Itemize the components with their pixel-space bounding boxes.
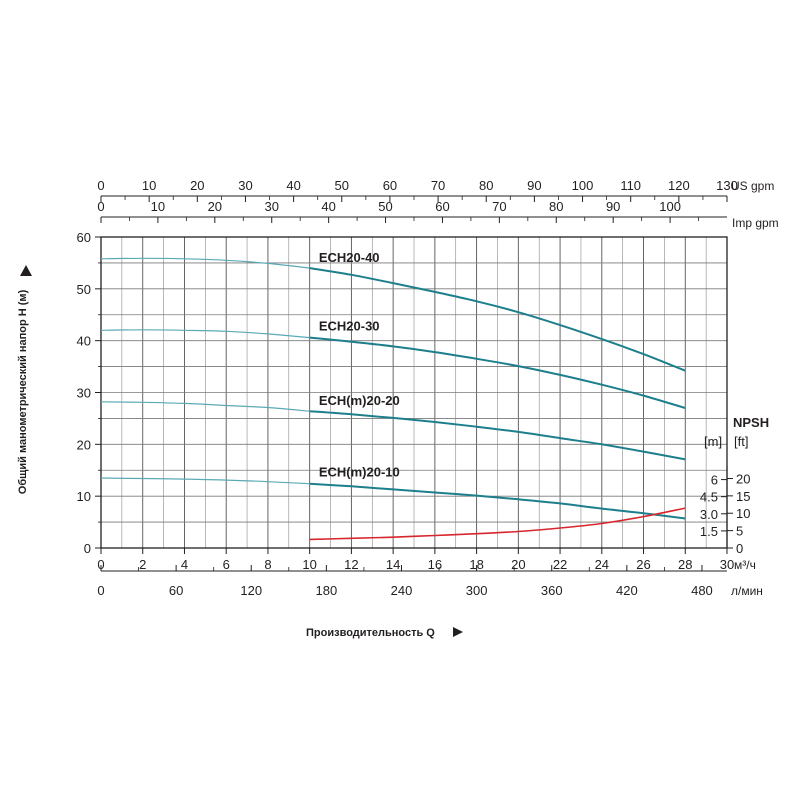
series-label-1: ECH20-30 bbox=[319, 319, 380, 334]
series-label-2: ECH(m)20-20 bbox=[319, 393, 400, 408]
x-tick-label-18: 18 bbox=[469, 557, 483, 572]
npsh-ft-tick-label-10: 10 bbox=[736, 506, 750, 521]
secondary-unit-label-2: л/мин bbox=[731, 584, 763, 598]
y-tick-label-50: 50 bbox=[77, 282, 91, 297]
npsh-title: NPSH bbox=[733, 415, 769, 430]
series-lines bbox=[100, 257, 686, 541]
x-tick-label-26: 26 bbox=[636, 557, 650, 572]
secondary-tick-label-2-240: 240 bbox=[391, 583, 413, 598]
x-tick-label-4: 4 bbox=[181, 557, 188, 572]
series-label-3: ECH(m)20-10 bbox=[319, 465, 400, 480]
y-tick-label-10: 10 bbox=[77, 489, 91, 504]
axes bbox=[95, 195, 733, 572]
secondary-tick-label-0-40: 40 bbox=[286, 178, 300, 193]
secondary-tick-label-0-0: 0 bbox=[97, 178, 104, 193]
secondary-tick-label-0-90: 90 bbox=[527, 178, 541, 193]
x-axis-arrow-icon bbox=[453, 627, 463, 637]
secondary-tick-label-1-100: 100 bbox=[659, 199, 681, 214]
secondary-tick-label-2-180: 180 bbox=[316, 583, 338, 598]
series-line-2 bbox=[309, 410, 686, 461]
series-line-2-low-flow bbox=[100, 401, 310, 412]
secondary-tick-label-0-70: 70 bbox=[431, 178, 445, 193]
series-line-0 bbox=[309, 267, 686, 372]
secondary-tick-label-1-90: 90 bbox=[606, 199, 620, 214]
secondary-tick-label-1-40: 40 bbox=[321, 199, 335, 214]
x-tick-label-8: 8 bbox=[264, 557, 271, 572]
y-tick-label-40: 40 bbox=[77, 334, 91, 349]
secondary-tick-label-0-130: 130 bbox=[716, 178, 738, 193]
x-tick-label-22: 22 bbox=[553, 557, 567, 572]
x-axis-title: Производительность Q bbox=[306, 627, 435, 639]
x-tick-label-12: 12 bbox=[344, 557, 358, 572]
secondary-tick-label-2-0: 0 bbox=[97, 583, 104, 598]
y-tick-label-20: 20 bbox=[77, 437, 91, 452]
x-tick-label-30: 30 bbox=[720, 557, 734, 572]
npsh-m-label: [m] bbox=[704, 434, 722, 449]
secondary-unit-label-1: Imp gpm bbox=[732, 216, 779, 230]
secondary-tick-label-0-110: 110 bbox=[620, 178, 641, 193]
secondary-tick-label-1-50: 50 bbox=[378, 199, 392, 214]
series-label-0: ECH20-40 bbox=[319, 250, 380, 265]
secondary-tick-label-1-80: 80 bbox=[549, 199, 563, 214]
secondary-tick-label-2-420: 420 bbox=[616, 583, 638, 598]
series-line-0-low-flow bbox=[100, 257, 310, 269]
x-tick-label-28: 28 bbox=[678, 557, 692, 572]
secondary-tick-label-0-30: 30 bbox=[238, 178, 252, 193]
npsh-ft-tick-label-15: 15 bbox=[736, 489, 750, 504]
npsh-ft-label: [ft] bbox=[734, 434, 748, 449]
secondary-tick-label-2-480: 480 bbox=[691, 583, 713, 598]
x-tick-label-16: 16 bbox=[428, 557, 442, 572]
secondary-tick-label-1-10: 10 bbox=[151, 199, 165, 214]
secondary-tick-label-0-80: 80 bbox=[479, 178, 493, 193]
secondary-tick-label-2-60: 60 bbox=[169, 583, 183, 598]
secondary-tick-label-0-10: 10 bbox=[142, 178, 156, 193]
npsh-m-tick-label-6: 6 bbox=[711, 473, 718, 488]
x-tick-label-14: 14 bbox=[386, 557, 400, 572]
secondary-tick-label-1-30: 30 bbox=[264, 199, 278, 214]
secondary-tick-label-1-0: 0 bbox=[97, 199, 104, 214]
secondary-tick-label-1-60: 60 bbox=[435, 199, 449, 214]
secondary-unit-label-0: US gpm bbox=[731, 179, 774, 193]
x-tick-label-0: 0 bbox=[97, 557, 104, 572]
y-axis-arrow-icon bbox=[20, 265, 32, 276]
y-tick-label-30: 30 bbox=[77, 386, 91, 401]
npsh-ft-tick-label-20: 20 bbox=[736, 471, 750, 486]
x-tick-label-10: 10 bbox=[302, 557, 316, 572]
secondary-tick-label-0-60: 60 bbox=[383, 178, 397, 193]
secondary-tick-label-0-100: 100 bbox=[572, 178, 594, 193]
npsh-ft-tick-label-0: 0 bbox=[736, 541, 743, 556]
series-line-3-low-flow bbox=[100, 477, 310, 485]
x-unit-label: м³/ч bbox=[734, 558, 756, 572]
x-tick-label-24: 24 bbox=[595, 557, 609, 572]
npsh-m-tick-label-1.5: 1.5 bbox=[700, 524, 718, 539]
secondary-tick-label-2-360: 360 bbox=[541, 583, 563, 598]
secondary-tick-label-1-70: 70 bbox=[492, 199, 506, 214]
npsh-curve bbox=[309, 507, 686, 541]
npsh-m-tick-label-3.0: 3.0 bbox=[700, 507, 718, 522]
series-line-1-low-flow bbox=[100, 329, 310, 339]
y-tick-label-60: 60 bbox=[77, 230, 91, 245]
series-line-3 bbox=[309, 482, 686, 520]
npsh-ft-tick-label-5: 5 bbox=[736, 524, 743, 539]
secondary-tick-label-0-20: 20 bbox=[190, 178, 204, 193]
series-line-1 bbox=[309, 336, 686, 409]
x-tick-label-2: 2 bbox=[139, 557, 146, 572]
secondary-tick-label-1-20: 20 bbox=[208, 199, 222, 214]
y-axis-title: Общий манометрический напор H (м) bbox=[17, 289, 29, 494]
y-tick-label-0: 0 bbox=[84, 541, 91, 556]
secondary-tick-label-0-120: 120 bbox=[668, 178, 690, 193]
secondary-tick-label-0-50: 50 bbox=[335, 178, 349, 193]
x-tick-label-20: 20 bbox=[511, 557, 525, 572]
secondary-tick-label-2-300: 300 bbox=[466, 583, 488, 598]
npsh-m-tick-label-4.5: 4.5 bbox=[700, 490, 718, 505]
x-tick-label-6: 6 bbox=[223, 557, 230, 572]
grid bbox=[100, 236, 728, 549]
secondary-tick-label-2-120: 120 bbox=[240, 583, 262, 598]
